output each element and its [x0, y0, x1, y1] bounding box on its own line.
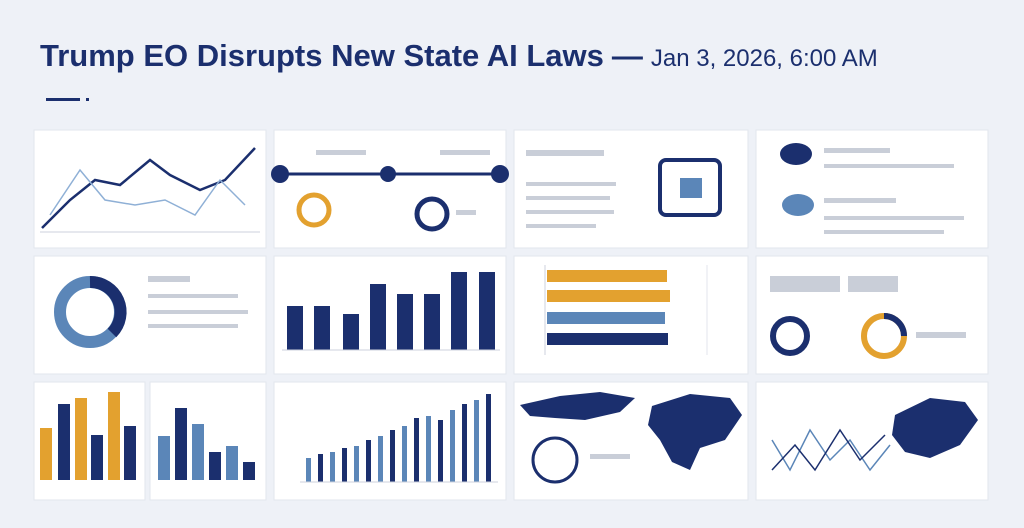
dash: —: [612, 38, 643, 73]
bar: [462, 404, 467, 482]
node: [271, 165, 289, 183]
map-shape: [520, 392, 635, 420]
bar: [192, 424, 204, 480]
bar: [306, 458, 311, 482]
bar: [450, 410, 455, 482]
text-line: [526, 224, 596, 228]
text-line: [824, 230, 944, 234]
text-block: [770, 276, 840, 292]
bar: [343, 314, 359, 350]
badge: [780, 143, 812, 165]
bar: [414, 418, 419, 482]
donut-arc: [89, 275, 127, 338]
text-line: [456, 210, 476, 215]
bar: [226, 446, 238, 480]
tablet-icon: [658, 158, 722, 217]
bar: [124, 426, 136, 480]
bar: [474, 400, 479, 482]
bar: [91, 435, 103, 480]
bar: [547, 290, 670, 302]
panel: [755, 255, 989, 375]
title: Trump EO Disrupts New State AI Laws: [40, 38, 604, 73]
line: [771, 428, 886, 472]
bar: [451, 272, 467, 350]
text-line: [824, 148, 890, 153]
text-line: [440, 150, 490, 155]
bar: [243, 462, 255, 480]
panel: [33, 255, 267, 375]
bar: [287, 306, 303, 350]
accent-bar: [46, 98, 80, 101]
panel: [273, 255, 507, 375]
date: Jan 3, 2026, 6:00 AM: [651, 45, 878, 72]
bar: [397, 294, 413, 350]
bar: [40, 428, 52, 480]
text-line: [824, 216, 964, 220]
bar: [486, 394, 491, 482]
bar: [158, 436, 170, 480]
headline: Trump EO Disrupts New State AI Laws — Jan …: [40, 38, 878, 73]
panel: [33, 129, 267, 249]
panel: [513, 129, 749, 249]
bar: [547, 270, 667, 282]
text-line: [148, 310, 248, 314]
bar: [75, 398, 87, 480]
bar: [402, 426, 407, 482]
bar: [330, 452, 335, 482]
bar: [426, 416, 431, 482]
bar: [342, 448, 347, 482]
text-line: [148, 276, 190, 282]
text-block: [848, 276, 898, 292]
bar-group: [306, 394, 491, 482]
node: [380, 166, 396, 182]
text-line: [316, 150, 366, 155]
text-line: [916, 332, 966, 338]
donut: [531, 436, 579, 484]
icon-screen: [680, 178, 702, 198]
map-shape: [892, 398, 978, 458]
bar: [354, 446, 359, 482]
text-line: [148, 324, 238, 328]
text-line: [824, 164, 954, 168]
bar: [175, 408, 187, 480]
text-line: [526, 196, 610, 200]
text-line: [526, 210, 614, 214]
bar: [209, 452, 221, 480]
text-line: [148, 294, 238, 298]
text-line: [824, 198, 896, 203]
thumbnails: [33, 129, 989, 501]
bar: [318, 454, 323, 482]
bar: [438, 420, 443, 482]
text-line: [526, 150, 604, 156]
line: [49, 168, 246, 216]
accent-dot: [86, 98, 89, 101]
line: [41, 147, 256, 229]
donut-arc: [883, 313, 907, 337]
badge: [782, 194, 814, 216]
bar: [370, 284, 386, 350]
line: [771, 428, 891, 472]
bar: [390, 430, 395, 482]
bar: [547, 312, 665, 324]
text-line: [590, 454, 630, 459]
node: [491, 165, 509, 183]
bar: [314, 306, 330, 350]
bar: [424, 294, 440, 350]
text-line: [526, 182, 616, 186]
map-shape: [648, 394, 742, 470]
bar: [366, 440, 371, 482]
bar: [378, 436, 383, 482]
panel: [273, 129, 507, 249]
bar: [479, 272, 495, 350]
bar: [58, 404, 70, 480]
bar: [547, 333, 668, 345]
donut: [296, 192, 332, 228]
donut: [414, 196, 450, 232]
donut: [770, 316, 810, 356]
bar: [108, 392, 120, 480]
